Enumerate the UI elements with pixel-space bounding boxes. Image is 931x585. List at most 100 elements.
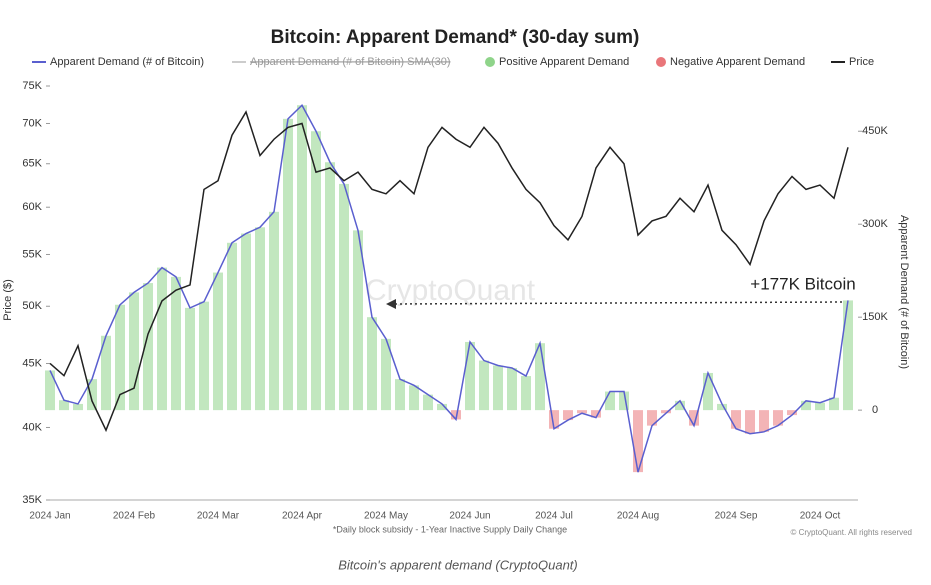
y-tick-label: 75K — [22, 80, 42, 92]
y2-tick-label: 450K — [862, 125, 888, 137]
demand-bar — [409, 385, 419, 411]
demand-bar — [241, 233, 251, 411]
annotation-arrowhead — [386, 299, 396, 309]
y-tick-label: 70K — [22, 117, 42, 129]
demand-bar — [675, 400, 685, 411]
demand-bar — [115, 304, 125, 411]
demand-bar — [521, 376, 531, 411]
demand-bar — [213, 272, 223, 411]
y-tick-label: 35K — [22, 494, 42, 506]
demand-bar — [395, 379, 405, 411]
series-line — [49, 103, 849, 473]
demand-bar — [297, 105, 307, 411]
y-tick-label: 50K — [22, 300, 42, 312]
legend-label: Positive Apparent Demand — [499, 56, 629, 68]
demand-bar — [101, 335, 111, 411]
demand-bar — [45, 370, 55, 411]
y2-tick-label: 0 — [872, 404, 878, 416]
demand-bar — [563, 410, 573, 421]
demand-bar — [535, 343, 545, 411]
demand-bar — [829, 397, 839, 411]
demand-bar — [227, 242, 237, 411]
demand-bar — [199, 301, 209, 411]
y-tick-label: 55K — [22, 248, 42, 260]
y-tick-label: 45K — [22, 357, 42, 369]
demand-bar — [843, 300, 853, 411]
x-tick-label: 2024 Jan — [29, 511, 70, 522]
demand-bar — [787, 410, 797, 416]
demand-bar — [269, 211, 279, 411]
chart-title: Bitcoin: Apparent Demand* (30-day sum) — [271, 27, 640, 48]
demand-bar — [157, 267, 167, 411]
x-tick-label: 2024 Apr — [282, 511, 323, 522]
demand-bar — [367, 317, 377, 411]
y-tick-label: 60K — [22, 201, 42, 213]
demand-bar — [143, 283, 153, 411]
y-axis-label: Price ($) — [2, 279, 14, 321]
x-tick-label: 2024 Oct — [800, 511, 841, 522]
demand-bar — [591, 410, 601, 418]
copyright: © CryptoQuant. All rights reserved — [791, 528, 913, 537]
y2-axis-label: Apparent Demand (# of Bitcoin) — [898, 215, 910, 369]
demand-bar — [283, 118, 293, 411]
demand-bar — [689, 410, 699, 426]
demand-bar — [479, 360, 489, 411]
x-tick-label: 2024 May — [364, 511, 408, 522]
demand-bar — [353, 230, 363, 411]
y2-tick-label: 300K — [862, 218, 888, 230]
demand-bar — [815, 402, 825, 411]
demand-bar — [619, 391, 629, 411]
x-tick-label: 2024 Mar — [197, 511, 240, 522]
demand-bar — [423, 394, 433, 411]
legend-label: Apparent Demand (# of Bitcoin) — [50, 56, 204, 68]
demand-bar — [493, 365, 503, 411]
footnote: *Daily block subsidy - 1-Year Inactive S… — [333, 524, 567, 534]
demand-bar — [325, 162, 335, 411]
plot: 35K 40K 45K 50K 55K 60K 65K 70K 75K 0 150K 300K 450K… — [22, 80, 888, 522]
demand-bar — [507, 367, 517, 411]
legend-swatch — [656, 57, 666, 67]
y-tick-label: 40K — [22, 421, 42, 433]
x-tick-label: 2024 Aug — [617, 511, 659, 522]
legend-swatch — [485, 57, 495, 67]
x-tick-label: 2024 Jul — [535, 511, 573, 522]
demand-bar — [577, 410, 587, 414]
demand-bar — [647, 410, 657, 426]
x-tick-label: 2024 Sep — [715, 511, 758, 522]
demand-bar — [703, 372, 713, 411]
caption: Bitcoin's apparent demand (CryptoQuant) — [338, 557, 578, 572]
demand-bar — [731, 410, 741, 429]
demand-bar — [59, 400, 69, 411]
demand-bar — [73, 403, 83, 411]
x-tick-label: 2024 Feb — [113, 511, 156, 522]
legend-label: Negative Apparent Demand — [670, 56, 805, 68]
x-tick-label: 2024 Jun — [449, 511, 490, 522]
demand-bar — [633, 410, 643, 473]
demand-bar — [129, 292, 139, 411]
legend: Apparent Demand (# of Bitcoin) Apparent … — [32, 56, 874, 68]
demand-bar — [381, 338, 391, 411]
y-tick-label: 65K — [22, 158, 42, 170]
demand-bar — [717, 403, 727, 411]
demand-bar — [437, 403, 447, 411]
demand-bar — [549, 410, 559, 429]
demand-bar — [759, 410, 769, 432]
demand-bar — [605, 391, 615, 411]
demand-bar — [451, 410, 461, 420]
demand-bar — [745, 410, 755, 434]
demand-bar — [801, 400, 811, 411]
demand-bar — [255, 227, 265, 411]
demand-bar — [773, 410, 783, 426]
demand-bar — [661, 410, 671, 414]
demand-bar — [185, 307, 195, 411]
demand-bar — [465, 341, 475, 411]
demand-bar — [311, 131, 321, 411]
legend-label: Apparent Demand (# of Bitcoin) SMA(30) — [250, 56, 451, 68]
series-line — [49, 110, 849, 433]
y2-tick-label: 150K — [862, 311, 888, 323]
legend-label: Price — [849, 56, 874, 68]
annotation-arrow — [391, 301, 843, 305]
demand-bar — [339, 183, 349, 411]
demand-bar — [171, 276, 181, 411]
